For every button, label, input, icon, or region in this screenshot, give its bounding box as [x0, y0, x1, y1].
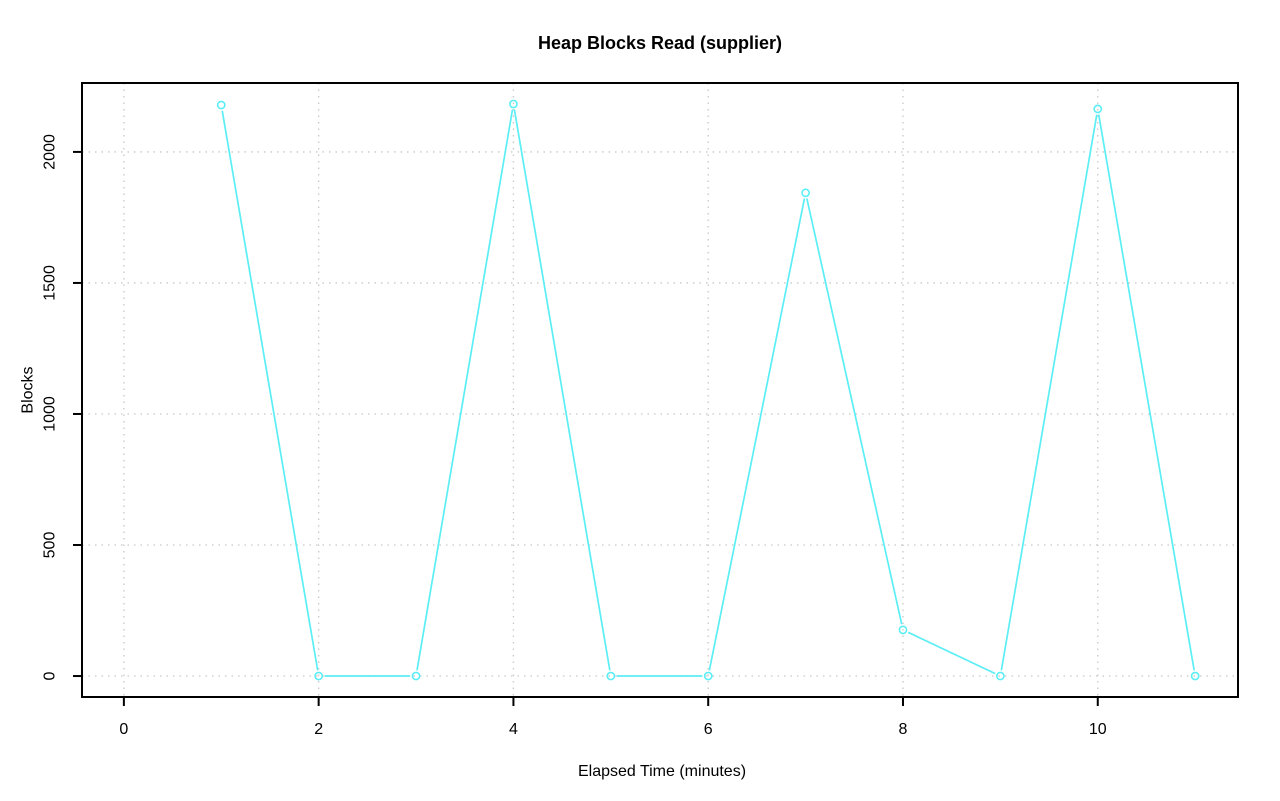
data-point-marker [314, 671, 324, 681]
x-tick-label: 10 [1089, 721, 1107, 738]
data-point-marker [1093, 104, 1103, 114]
x-tick-label: 6 [704, 721, 713, 738]
data-point-marker [995, 671, 1005, 681]
data-point-marker [703, 671, 713, 681]
series-line-segment [908, 631, 996, 675]
x-axis-ticks: 0 2 4 6 8 10 [119, 698, 1107, 738]
x-tick-label: 0 [119, 721, 128, 738]
data-point-marker [801, 188, 810, 198]
series-line-segment [221, 110, 319, 671]
data-point-marker [411, 671, 421, 681]
series-line-segment [806, 198, 903, 625]
data-point-marker [606, 671, 616, 681]
y-tick-label: 500 [42, 532, 59, 559]
data-point-marker [216, 100, 226, 110]
gridlines [82, 83, 1238, 697]
series-line-segment [513, 109, 611, 671]
y-tick-label: 0 [42, 671, 59, 680]
y-tick-label: 1500 [42, 265, 59, 301]
y-tick-label: 2000 [42, 134, 59, 170]
plot-border [81, 82, 1239, 698]
x-tick-label: 8 [899, 721, 908, 738]
x-tick-label: 2 [314, 721, 323, 738]
series-line-segment [416, 109, 514, 671]
series-line-segment [1098, 114, 1195, 671]
data-point-marker [509, 99, 518, 109]
data-series [216, 99, 1200, 681]
y-axis-label: Blocks [20, 366, 37, 413]
y-tick-label: 1000 [42, 396, 59, 432]
series-line-segment [708, 198, 806, 671]
x-axis-label: Elapsed Time (minutes) [578, 763, 746, 780]
y-axis-ticks: 0 500 1000 1500 2000 [42, 134, 81, 680]
chart-title: Heap Blocks Read (supplier) [538, 33, 782, 53]
series-line-segment [1000, 114, 1098, 671]
x-tick-label: 4 [509, 721, 518, 738]
data-point-marker [898, 625, 908, 635]
data-point-marker [1190, 671, 1200, 681]
